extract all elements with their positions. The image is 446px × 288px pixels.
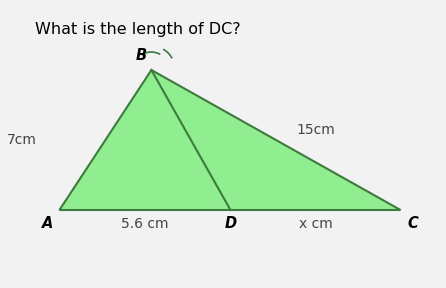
Text: B: B [136,48,147,63]
Text: C: C [407,217,418,232]
Text: A: A [42,217,53,232]
Text: D: D [224,217,236,232]
Polygon shape [59,70,401,210]
Text: 15cm: 15cm [297,123,335,137]
Text: 5.6 cm: 5.6 cm [121,217,168,231]
Text: What is the length of DC?: What is the length of DC? [35,22,240,37]
Text: 7cm: 7cm [7,133,37,147]
Text: x cm: x cm [299,217,332,231]
